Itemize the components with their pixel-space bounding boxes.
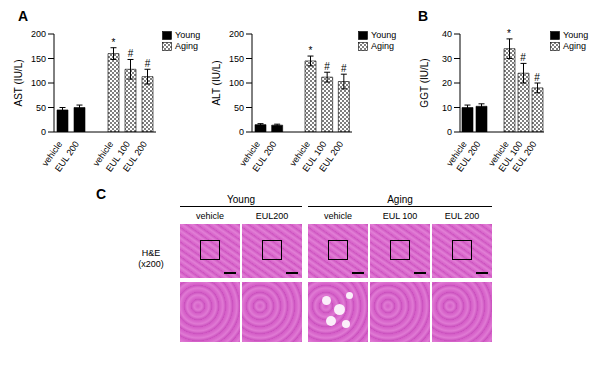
html-text:vehicle: vehicle	[324, 211, 352, 221]
svg-text:#: #	[520, 52, 526, 63]
html-text:Young: Young	[563, 30, 589, 40]
svg-text:50: 50	[234, 103, 244, 113]
html-text:H&E: H&E	[141, 248, 161, 258]
svg-text:#: #	[128, 48, 134, 59]
svg-text:50: 50	[36, 103, 46, 113]
svg-text:40: 40	[442, 29, 452, 39]
html-text:EUL200: EUL200	[255, 211, 289, 221]
svg-text:30: 30	[442, 54, 452, 64]
html-text:vehicle: vehicle	[196, 211, 224, 221]
svg-text:*: *	[308, 45, 312, 56]
svg-text:10: 10	[442, 103, 452, 113]
svg-text:200: 200	[31, 29, 46, 39]
svg-text:#: #	[324, 61, 330, 72]
svg-text:EUL 200: EUL 200	[317, 139, 345, 172]
svg-text:EUL 200: EUL 200	[53, 139, 81, 172]
svg-text:vehicle: vehicle	[39, 139, 65, 169]
svg-text:AST (IU/L): AST (IU/L)	[13, 59, 24, 106]
svg-text:EUL 200: EUL 200	[121, 139, 149, 172]
svg-text:0: 0	[239, 127, 244, 137]
svg-text:GGT (IU/L): GGT (IU/L)	[419, 58, 430, 107]
svg-text:#: #	[534, 72, 540, 83]
html-text:Young: Young	[227, 194, 255, 205]
html-text:Aging: Aging	[371, 41, 394, 51]
html-text:Young: Young	[175, 30, 201, 40]
html-text:Aging: Aging	[563, 41, 586, 51]
svg-text:20: 20	[442, 78, 452, 88]
html-text:EUL 200: EUL 200	[444, 211, 480, 221]
svg-text:0: 0	[41, 127, 46, 137]
html-text:C: C	[96, 186, 107, 202]
svg-text:vehicle: vehicle	[287, 139, 312, 169]
svg-text:EUL 200: EUL 200	[455, 139, 483, 172]
svg-text:vehicle: vehicle	[486, 139, 511, 169]
svg-text:*: *	[112, 37, 116, 48]
html-text:(x200): (x200)	[138, 259, 164, 269]
svg-text:150: 150	[229, 54, 244, 64]
html-text:A: A	[18, 8, 29, 24]
html-text:Young: Young	[371, 30, 397, 40]
svg-text:0: 0	[447, 127, 452, 137]
html-text:Aging: Aging	[387, 194, 413, 205]
html-text:Aging: Aging	[175, 41, 198, 51]
svg-text:vehicle: vehicle	[444, 139, 469, 169]
svg-text:200: 200	[229, 29, 244, 39]
svg-text:100: 100	[229, 78, 244, 88]
svg-text:#: #	[341, 63, 347, 74]
svg-text:vehicle: vehicle	[90, 139, 116, 169]
svg-text:EUL 200: EUL 200	[251, 139, 279, 172]
svg-text:vehicle: vehicle	[237, 139, 262, 169]
svg-text:150: 150	[31, 54, 46, 64]
svg-text:#: #	[145, 58, 151, 69]
html-text:EUL 100: EUL 100	[382, 211, 418, 221]
svg-text:*: *	[507, 28, 511, 39]
html-text:B: B	[418, 8, 429, 24]
svg-text:100: 100	[31, 78, 46, 88]
svg-text:ALT (IU/L): ALT (IU/L)	[211, 60, 222, 105]
svg-text:EUL 200: EUL 200	[511, 139, 539, 172]
